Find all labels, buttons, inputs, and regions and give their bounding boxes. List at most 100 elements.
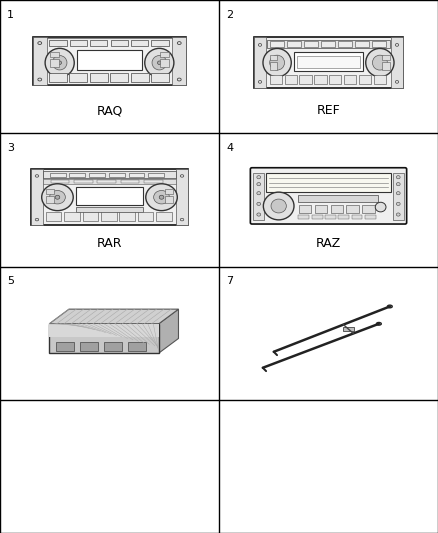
- Bar: [97, 180, 116, 183]
- Bar: [160, 59, 169, 67]
- Bar: [49, 325, 159, 337]
- Bar: [346, 205, 359, 213]
- Bar: [104, 342, 122, 351]
- Ellipse shape: [45, 49, 74, 77]
- Ellipse shape: [258, 80, 261, 83]
- Ellipse shape: [257, 191, 261, 195]
- Bar: [77, 50, 142, 70]
- Bar: [31, 169, 188, 225]
- Bar: [254, 37, 266, 88]
- Bar: [176, 169, 188, 225]
- Bar: [355, 41, 369, 47]
- Bar: [314, 205, 327, 213]
- Bar: [50, 52, 59, 58]
- Bar: [129, 173, 145, 177]
- Text: RAZ: RAZ: [316, 237, 341, 251]
- Bar: [325, 214, 336, 219]
- Bar: [109, 173, 125, 177]
- Text: RAR: RAR: [97, 237, 122, 251]
- Bar: [270, 54, 277, 60]
- Bar: [365, 214, 376, 219]
- Ellipse shape: [180, 219, 184, 221]
- Ellipse shape: [396, 182, 400, 185]
- Bar: [338, 41, 352, 47]
- Bar: [156, 212, 172, 221]
- Ellipse shape: [38, 42, 42, 45]
- Bar: [321, 41, 335, 47]
- Bar: [173, 37, 186, 85]
- Ellipse shape: [263, 192, 294, 220]
- Bar: [120, 212, 135, 221]
- Text: 3: 3: [7, 143, 14, 154]
- Text: 7: 7: [226, 277, 233, 287]
- Bar: [152, 40, 169, 46]
- Bar: [33, 37, 47, 85]
- Ellipse shape: [263, 49, 291, 77]
- Ellipse shape: [180, 175, 184, 177]
- Bar: [90, 73, 108, 83]
- Ellipse shape: [177, 42, 181, 45]
- Bar: [46, 196, 54, 203]
- Bar: [148, 173, 164, 177]
- Bar: [56, 342, 74, 351]
- Bar: [110, 40, 128, 46]
- Bar: [49, 73, 67, 83]
- Bar: [300, 75, 312, 84]
- Bar: [80, 342, 98, 351]
- Bar: [265, 173, 392, 192]
- Bar: [329, 75, 342, 84]
- Bar: [128, 342, 146, 351]
- Ellipse shape: [146, 184, 177, 211]
- Bar: [131, 73, 149, 83]
- Bar: [331, 205, 343, 213]
- Polygon shape: [49, 309, 179, 324]
- Ellipse shape: [366, 49, 394, 77]
- Ellipse shape: [396, 202, 400, 205]
- Ellipse shape: [396, 213, 400, 216]
- Bar: [374, 75, 386, 84]
- Text: REF: REF: [317, 104, 340, 117]
- Bar: [70, 173, 85, 177]
- Ellipse shape: [42, 184, 73, 211]
- Bar: [35, 38, 184, 84]
- Bar: [31, 169, 43, 225]
- Bar: [253, 173, 264, 220]
- Bar: [82, 212, 98, 221]
- Ellipse shape: [372, 55, 387, 70]
- Bar: [46, 212, 61, 221]
- Bar: [138, 212, 153, 221]
- Bar: [121, 180, 139, 183]
- Bar: [293, 52, 364, 71]
- Bar: [33, 37, 186, 85]
- Ellipse shape: [38, 78, 42, 81]
- Text: 1: 1: [7, 10, 14, 20]
- Ellipse shape: [270, 55, 285, 70]
- Ellipse shape: [257, 182, 261, 185]
- Text: RAQ: RAQ: [96, 104, 123, 117]
- Bar: [382, 62, 389, 70]
- Bar: [343, 327, 354, 332]
- Ellipse shape: [145, 49, 174, 77]
- Bar: [391, 37, 403, 88]
- Bar: [270, 62, 277, 70]
- Ellipse shape: [396, 80, 399, 83]
- Ellipse shape: [55, 195, 60, 199]
- Ellipse shape: [396, 175, 400, 179]
- Bar: [254, 37, 403, 88]
- Ellipse shape: [152, 55, 166, 70]
- Bar: [50, 173, 66, 177]
- FancyBboxPatch shape: [251, 168, 406, 224]
- Ellipse shape: [154, 190, 170, 204]
- Bar: [43, 172, 176, 178]
- Bar: [298, 195, 378, 202]
- Bar: [76, 207, 143, 212]
- Bar: [382, 54, 389, 60]
- Text: 4: 4: [226, 143, 233, 154]
- Text: 2: 2: [226, 10, 233, 20]
- Bar: [64, 212, 80, 221]
- Bar: [50, 59, 59, 67]
- Bar: [304, 41, 318, 47]
- Bar: [49, 40, 67, 46]
- Bar: [131, 40, 148, 46]
- Ellipse shape: [375, 202, 386, 212]
